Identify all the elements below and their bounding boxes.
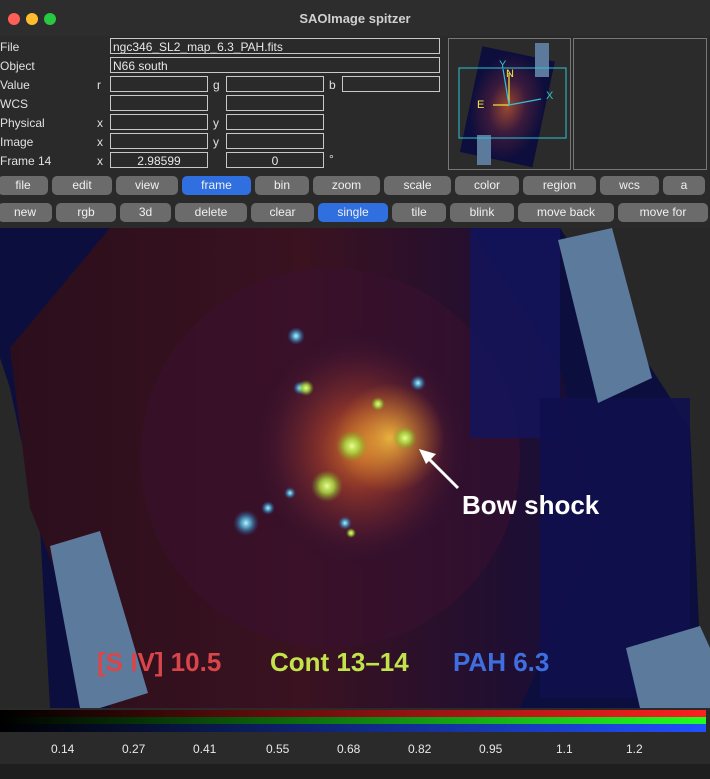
wcs-label: WCS [0, 97, 28, 111]
physical-x-field [110, 114, 208, 130]
colorbar-tick: 0.82 [408, 742, 432, 756]
menu-wcs-button[interactable]: wcs [600, 176, 659, 195]
title-bar: SAOImage spitzer [0, 0, 710, 37]
background-strip [0, 764, 710, 779]
main-button-bar: file edit view frame bin zoom scale colo… [0, 175, 710, 197]
image-label: Image [0, 135, 34, 149]
compass-rose: N E X Y [477, 59, 554, 111]
bow-shock-label: Bow shock [462, 490, 600, 520]
frame-label: Frame 14 [0, 154, 52, 168]
panner-x-axis: X [546, 90, 554, 102]
menu-zoom-button[interactable]: zoom [313, 176, 380, 195]
rgb-image: Bow shock [S IV] 10.5 Cont 13–14 PAH 6.3 [0, 228, 710, 708]
detector-gap-bottom-left [50, 531, 148, 708]
menu-file-button[interactable]: file [0, 176, 48, 195]
object-field: N66 south [110, 57, 440, 73]
info-panel: File Object Value WCS Physical Image Fra… [0, 36, 710, 172]
image-x-field [110, 133, 208, 149]
value-g-label: g [213, 78, 220, 92]
panner-north: N [506, 68, 514, 80]
minimize-window-button[interactable] [26, 13, 38, 25]
value-r-field [110, 76, 208, 92]
object-label: Object [0, 59, 35, 73]
panner-thumbnail: N E X Y [458, 43, 567, 168]
wcs-y-field [226, 95, 324, 111]
colorbar-tick: 0.95 [479, 742, 503, 756]
menu-edit-button[interactable]: edit [52, 176, 112, 195]
colorbar[interactable] [0, 710, 706, 732]
legend-red-label: [S IV] 10.5 [97, 647, 221, 677]
value-label: Value [0, 78, 30, 92]
wcs-x-field [110, 95, 208, 111]
colorbar-tick: 0.14 [51, 742, 75, 756]
menu-bin-button[interactable]: bin [255, 176, 309, 195]
frame-angle-field: 0 [226, 152, 324, 168]
colorbar-tick: 0.55 [266, 742, 290, 756]
window-title: SAOImage spitzer [299, 11, 411, 26]
colorbar-gradient [0, 710, 706, 732]
frame-move-back-button[interactable]: move back [518, 203, 614, 222]
menu-color-button[interactable]: color [455, 176, 519, 195]
menu-analysis-button[interactable]: a [663, 176, 705, 195]
value-r-label: r [97, 78, 101, 92]
value-b-label: b [329, 78, 336, 92]
frame-single-button[interactable]: single [318, 203, 388, 222]
physical-x-label: x [97, 116, 103, 130]
colorbar-ticks: 0.14 0.27 0.41 0.55 0.68 0.82 0.95 1.1 1… [0, 734, 710, 764]
physical-y-label: y [213, 116, 219, 130]
panner[interactable]: N E X Y [448, 38, 571, 170]
menu-view-button[interactable]: view [116, 176, 178, 195]
frame-3d-button[interactable]: 3d [120, 203, 171, 222]
colorbar-tick: 0.41 [193, 742, 217, 756]
panner-east: E [477, 99, 484, 111]
menu-region-button[interactable]: region [523, 176, 596, 195]
frame-rgb-button[interactable]: rgb [56, 203, 116, 222]
colorbar-tick: 1.2 [626, 742, 643, 756]
panner-y-axis: Y [499, 59, 507, 71]
image-y-field [226, 133, 324, 149]
legend-blue-label: PAH 6.3 [453, 647, 549, 677]
image-display[interactable]: Bow shock [S IV] 10.5 Cont 13–14 PAH 6.3 [0, 228, 710, 708]
image-x-label: x [97, 135, 103, 149]
degree-symbol: ° [329, 152, 334, 166]
bow-shock-arrow [419, 449, 460, 490]
frame-blink-button[interactable]: blink [450, 203, 514, 222]
menu-frame-button[interactable]: frame [182, 176, 251, 195]
detector-gap-top-right [558, 228, 652, 403]
frame-tile-button[interactable]: tile [392, 203, 446, 222]
value-g-field [226, 76, 324, 92]
frame-delete-button[interactable]: delete [175, 203, 247, 222]
file-label: File [0, 40, 20, 54]
frame-x-label: x [97, 154, 103, 168]
image-y-label: y [213, 135, 219, 149]
magnifier [573, 38, 707, 170]
close-window-button[interactable] [8, 13, 20, 25]
frame-move-forward-button[interactable]: move for [618, 203, 708, 222]
frame-zoom-field: 2.98599 [110, 152, 208, 168]
colorbar-tick: 0.27 [122, 742, 146, 756]
colorbar-tick: 0.68 [337, 742, 361, 756]
detector-gap-bottom-right [626, 626, 710, 708]
physical-label: Physical [0, 116, 45, 130]
sub-button-bar: new rgb 3d delete clear single tile blin… [0, 202, 710, 224]
physical-y-field [226, 114, 324, 130]
frame-clear-button[interactable]: clear [251, 203, 314, 222]
value-b-field [342, 76, 440, 92]
legend-green-label: Cont 13–14 [270, 647, 409, 677]
menu-scale-button[interactable]: scale [384, 176, 451, 195]
frame-new-button[interactable]: new [0, 203, 52, 222]
zoom-window-button[interactable] [44, 13, 56, 25]
file-field: ngc346_SL2_map_6.3_PAH.fits [110, 38, 440, 54]
colorbar-tick: 1.1 [556, 742, 573, 756]
